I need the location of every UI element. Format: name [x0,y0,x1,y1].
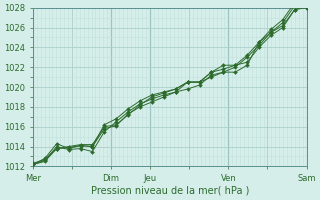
X-axis label: Pression niveau de la mer( hPa ): Pression niveau de la mer( hPa ) [91,186,249,196]
